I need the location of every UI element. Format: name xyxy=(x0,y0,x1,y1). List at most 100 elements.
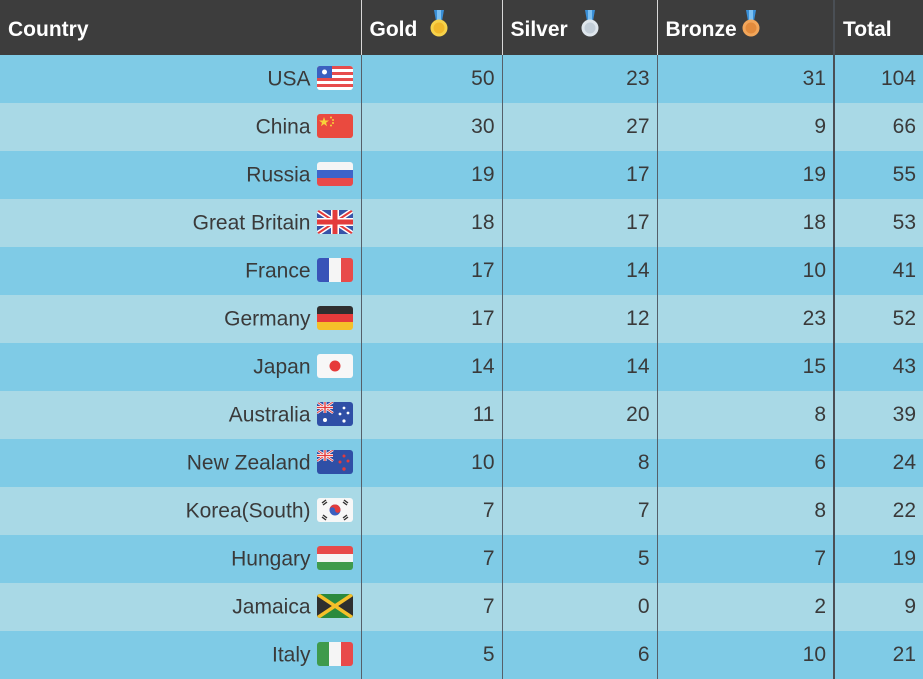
gold-count: 7 xyxy=(360,487,502,535)
table-row[interactable]: Great Britain 18 17 18 53 xyxy=(0,199,923,247)
column-header-label: Gold xyxy=(369,17,418,41)
total-count: 39 xyxy=(833,391,923,439)
column-header-bronze[interactable]: Bronze xyxy=(656,0,834,55)
jamaica-flag-icon xyxy=(316,594,353,619)
country-name: China xyxy=(255,115,311,139)
italy-flag-icon xyxy=(316,642,353,667)
country-cell: Japan xyxy=(0,343,361,391)
table-row[interactable]: New Zealand 10 8 6 24 xyxy=(0,439,923,487)
bronze-count: 18 xyxy=(656,199,834,247)
bronze-count: 8 xyxy=(656,391,834,439)
bronze-count: 15 xyxy=(656,343,834,391)
france-flag-icon xyxy=(316,258,353,283)
silver-count: 5 xyxy=(501,535,657,583)
silver-count: 20 xyxy=(501,391,657,439)
country-cell: Hungary xyxy=(0,535,361,583)
total-count: 66 xyxy=(833,103,923,151)
country-name: Korea(South) xyxy=(185,499,311,523)
bronze-count: 9 xyxy=(656,103,834,151)
gold-count: 30 xyxy=(360,103,502,151)
country-name: Great Britain xyxy=(192,211,311,235)
total-count: 22 xyxy=(833,487,923,535)
total-count: 43 xyxy=(833,343,923,391)
column-header-total[interactable]: Total xyxy=(833,0,923,55)
country-cell: Germany xyxy=(0,295,361,343)
silver-count: 23 xyxy=(501,55,657,103)
gold-count: 17 xyxy=(360,295,502,343)
total-count: 41 xyxy=(833,247,923,295)
total-count: 52 xyxy=(833,295,923,343)
column-header-label: Total xyxy=(843,17,892,41)
total-count: 21 xyxy=(833,631,923,679)
country-name: Germany xyxy=(224,307,311,331)
column-header-silver[interactable]: Silver xyxy=(501,0,657,55)
country-cell: Italy xyxy=(0,631,361,679)
table-row[interactable]: Jamaica 7 0 2 9 xyxy=(0,583,923,631)
country-cell: France xyxy=(0,247,361,295)
country-name: Russia xyxy=(246,163,311,187)
table-row[interactable]: France 17 14 10 41 xyxy=(0,247,923,295)
country-name: Japan xyxy=(253,355,311,379)
column-header-label: Country xyxy=(8,17,89,41)
australia-flag-icon xyxy=(316,402,353,427)
gold-count: 10 xyxy=(360,439,502,487)
bronze-count: 7 xyxy=(656,535,834,583)
table-row[interactable]: China 30 27 9 66 xyxy=(0,103,923,151)
country-name: Australia xyxy=(228,403,311,427)
bronze-count: 8 xyxy=(656,487,834,535)
bronze-count: 23 xyxy=(656,295,834,343)
silver-medal-icon xyxy=(581,10,598,37)
south-korea-flag-icon xyxy=(316,498,353,523)
gold-count: 5 xyxy=(360,631,502,679)
silver-count: 27 xyxy=(501,103,657,151)
russia-flag-icon xyxy=(316,162,353,187)
bronze-count: 19 xyxy=(656,151,834,199)
bronze-medal-icon xyxy=(742,10,759,37)
gold-medal-icon xyxy=(430,10,447,37)
total-count: 104 xyxy=(833,55,923,103)
silver-count: 17 xyxy=(501,151,657,199)
country-name: Hungary xyxy=(231,547,311,571)
gold-count: 14 xyxy=(360,343,502,391)
table-body: USA 50 23 31 104 China 30 27 9 66 Russia 19 17 19 55 Gr… xyxy=(0,55,923,679)
country-cell: New Zealand xyxy=(0,439,361,487)
usa-flag-icon xyxy=(316,66,353,91)
table-row[interactable]: Italy 5 6 10 21 xyxy=(0,631,923,679)
table-row[interactable]: USA 50 23 31 104 xyxy=(0,55,923,103)
table-row[interactable]: Russia 19 17 19 55 xyxy=(0,151,923,199)
country-name: USA xyxy=(267,67,311,91)
gold-count: 7 xyxy=(360,535,502,583)
table-row[interactable]: Korea(South) 7 7 8 22 xyxy=(0,487,923,535)
country-cell: Jamaica xyxy=(0,583,361,631)
country-name: New Zealand xyxy=(186,451,311,475)
column-header-gold[interactable]: Gold xyxy=(360,0,502,55)
silver-count: 14 xyxy=(501,343,657,391)
table-row[interactable]: Germany 17 12 23 52 xyxy=(0,295,923,343)
column-header-label: Bronze xyxy=(665,17,737,41)
silver-count: 17 xyxy=(501,199,657,247)
bronze-count: 10 xyxy=(656,631,834,679)
country-name: France xyxy=(245,259,311,283)
great-britain-flag-icon xyxy=(316,210,353,235)
silver-count: 0 xyxy=(501,583,657,631)
country-cell: USA xyxy=(0,55,361,103)
china-flag-icon xyxy=(316,114,353,139)
bronze-count: 6 xyxy=(656,439,834,487)
country-cell: Russia xyxy=(0,151,361,199)
gold-count: 11 xyxy=(360,391,502,439)
germany-flag-icon xyxy=(316,306,353,331)
silver-count: 7 xyxy=(501,487,657,535)
total-count: 19 xyxy=(833,535,923,583)
country-name: Jamaica xyxy=(232,595,311,619)
gold-count: 7 xyxy=(360,583,502,631)
bronze-count: 2 xyxy=(656,583,834,631)
country-cell: China xyxy=(0,103,361,151)
country-cell: Great Britain xyxy=(0,199,361,247)
total-count: 53 xyxy=(833,199,923,247)
total-count: 24 xyxy=(833,439,923,487)
silver-count: 14 xyxy=(501,247,657,295)
column-header-country[interactable]: Country xyxy=(0,0,361,55)
table-row[interactable]: Australia 11 20 8 39 xyxy=(0,391,923,439)
table-row[interactable]: Japan 14 14 15 43 xyxy=(0,343,923,391)
table-row[interactable]: Hungary 7 5 7 19 xyxy=(0,535,923,583)
